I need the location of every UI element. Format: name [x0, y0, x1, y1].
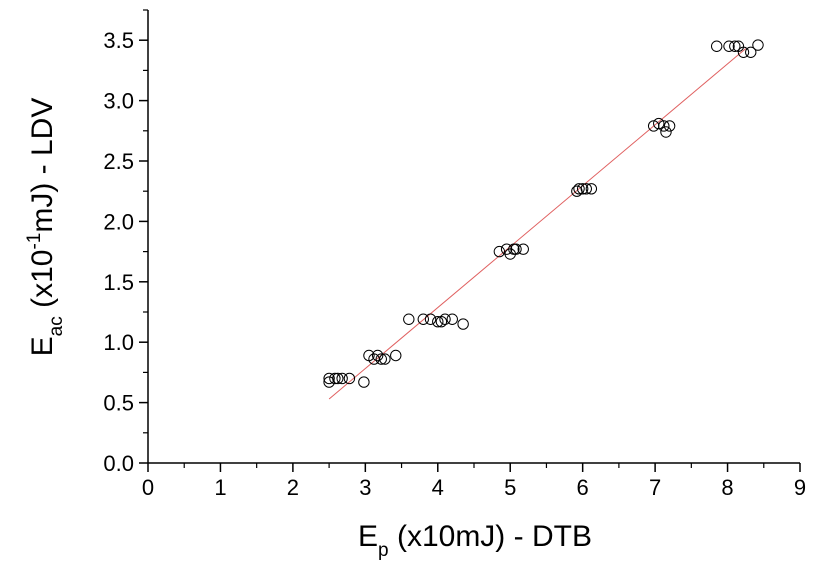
data-point — [517, 243, 529, 255]
y-tick-label: 2.0 — [103, 209, 134, 234]
y-tick-label: 0.0 — [103, 451, 134, 476]
x-tick-label: 1 — [214, 475, 226, 500]
x-tick-label: 5 — [504, 475, 516, 500]
data-point — [457, 318, 469, 330]
y-axis-title-sup: -1 — [24, 233, 45, 250]
data-point — [745, 46, 757, 58]
data-point — [729, 40, 741, 52]
data-point — [432, 315, 444, 328]
data-point — [653, 117, 665, 130]
data-point — [417, 313, 429, 325]
data-point — [585, 183, 598, 195]
y-tick-label: 3.5 — [103, 28, 134, 53]
x-axis-title-sub: p — [378, 540, 389, 561]
data-point — [710, 40, 723, 52]
data-point — [371, 349, 384, 362]
y-tick-label: 3.0 — [103, 89, 134, 114]
data-point — [576, 183, 589, 195]
data-point — [323, 372, 335, 385]
data-point — [723, 40, 735, 52]
x-axis-title-rest: (x10mJ) - DTB — [389, 520, 592, 553]
data-point — [752, 39, 764, 51]
data-point — [439, 313, 451, 325]
data-point — [403, 313, 415, 325]
y-axis-title: Eac (x10-1mJ) - LDV — [24, 98, 67, 357]
x-tick-label: 0 — [142, 475, 154, 500]
data-point — [343, 372, 356, 385]
data-point — [375, 353, 387, 365]
data-point — [580, 183, 592, 195]
data-point — [336, 372, 348, 385]
data-point — [737, 46, 750, 58]
data-point — [358, 376, 370, 388]
data-point — [424, 313, 437, 325]
data-point — [435, 315, 448, 328]
x-axis-title: Ep (x10mJ) - DTB — [358, 520, 592, 561]
x-tick-label: 6 — [577, 475, 589, 500]
y-axis-title-post: mJ) - LDV — [26, 98, 59, 233]
y-axis-title-pre: (x10 — [26, 250, 59, 317]
data-point — [663, 120, 676, 132]
x-tick-label: 9 — [794, 475, 806, 500]
data-point — [573, 183, 585, 195]
data-point — [493, 245, 506, 258]
x-tick-label: 8 — [721, 475, 733, 500]
y-tick-label: 1.0 — [103, 330, 134, 355]
x-tick-label: 4 — [432, 475, 444, 500]
data-point — [510, 243, 522, 255]
x-axis-title-main: E — [358, 520, 378, 553]
data-point — [660, 126, 672, 138]
y-axis-title-main: E — [26, 336, 59, 356]
data-point — [379, 353, 391, 365]
y-tick-label: 0.5 — [103, 391, 134, 416]
y-axis-title-sub: ac — [46, 316, 67, 336]
data-point — [658, 120, 670, 132]
data-point — [332, 372, 344, 385]
data-point — [390, 349, 402, 362]
x-tick-label: 2 — [287, 475, 299, 500]
x-tick-label: 7 — [649, 475, 661, 500]
data-point — [329, 372, 341, 385]
y-tick-label: 1.5 — [103, 270, 134, 295]
fit-line — [328, 48, 746, 400]
x-tick-label: 3 — [359, 475, 371, 500]
y-tick-label: 2.5 — [103, 149, 134, 174]
data-point — [446, 313, 458, 325]
